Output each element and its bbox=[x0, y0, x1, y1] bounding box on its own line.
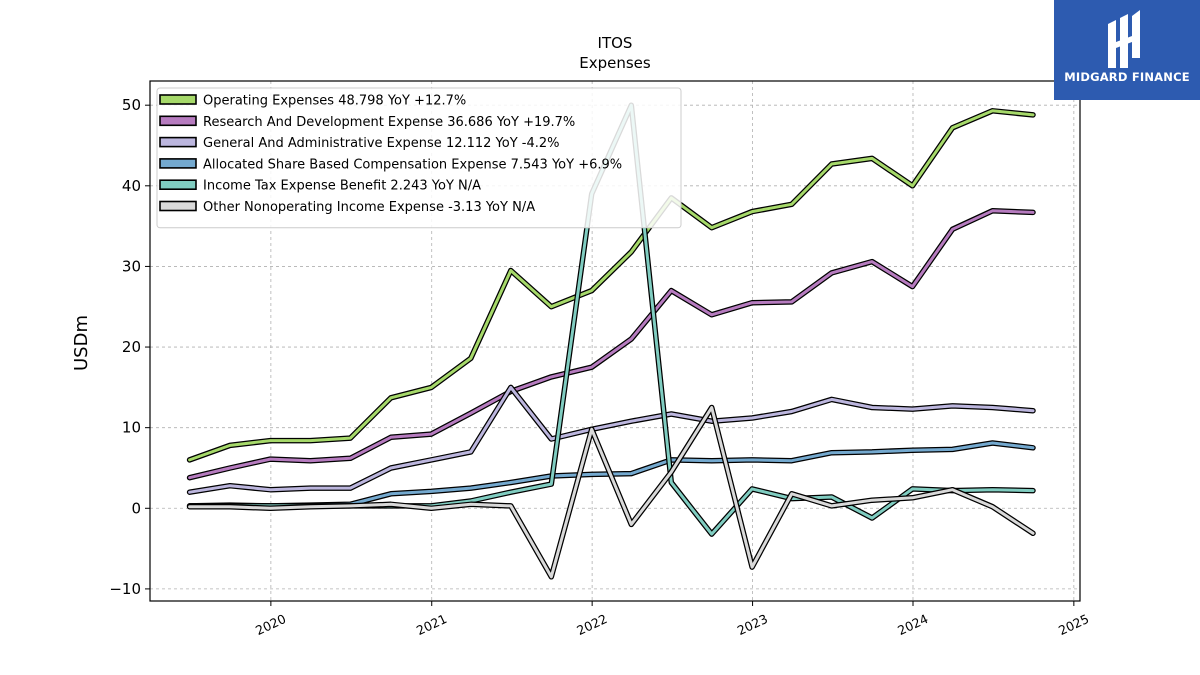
legend-swatch bbox=[159, 136, 197, 148]
series-group bbox=[186, 102, 1036, 580]
y-tick-label: 40 bbox=[122, 177, 141, 195]
y-tick-label: 0 bbox=[131, 499, 141, 517]
legend-entry: Allocated Share Based Compensation Expen… bbox=[203, 157, 622, 172]
series-line bbox=[188, 109, 1035, 462]
x-axis: 2020 2021 2022 2023 2024 2025 bbox=[253, 601, 1091, 638]
x-tick-label: 2025 bbox=[1056, 611, 1091, 638]
legend: Operating Expenses 48.798 YoY +12.7% Rese… bbox=[156, 87, 682, 229]
legend-swatch bbox=[159, 158, 197, 169]
legend-entry: General And Administrative Expense 12.11… bbox=[203, 136, 560, 151]
series-line bbox=[188, 209, 1035, 480]
legend-box bbox=[156, 87, 682, 229]
y-tick-label: 30 bbox=[122, 257, 141, 275]
legend-entry: Other Nonoperating Income Expense -3.13 … bbox=[203, 200, 535, 215]
brand-name: MIDGARD FINANCE bbox=[1064, 70, 1190, 84]
y-axis-label: USDm bbox=[71, 315, 92, 371]
chart-subtitle: Expenses bbox=[579, 54, 651, 72]
legend-entry: Income Tax Expense Benefit 2.243 YoY N/A bbox=[203, 179, 481, 194]
brand-logo: MIDGARD FINANCE bbox=[1054, 0, 1200, 100]
legend-swatch bbox=[159, 200, 197, 212]
y-axis: −10 0 10 20 30 40 50 bbox=[109, 96, 150, 598]
series-line bbox=[188, 406, 1035, 579]
x-tick-label: 2021 bbox=[414, 611, 449, 638]
x-tick-label: 2022 bbox=[574, 611, 609, 638]
y-tick-label: −10 bbox=[109, 580, 141, 598]
y-tick-label: 10 bbox=[122, 419, 141, 437]
legend-swatch bbox=[159, 94, 197, 105]
y-tick-label: 50 bbox=[122, 96, 141, 114]
midgard-logo-icon bbox=[1108, 10, 1140, 68]
legend-entry: Operating Expenses 48.798 YoY +12.7% bbox=[203, 94, 466, 109]
y-tick-label: 20 bbox=[122, 338, 141, 356]
legend-swatch bbox=[159, 179, 197, 190]
x-tick-label: 2023 bbox=[735, 611, 770, 638]
x-tick-label: 2020 bbox=[253, 611, 288, 638]
plot-frame bbox=[149, 80, 1081, 602]
series-line bbox=[188, 385, 1035, 494]
legend-entry: Research And Development Expense 36.686 … bbox=[203, 115, 575, 130]
legend-swatch bbox=[159, 115, 197, 127]
chart-title: ITOS bbox=[598, 34, 633, 52]
x-tick-label: 2024 bbox=[895, 611, 930, 638]
